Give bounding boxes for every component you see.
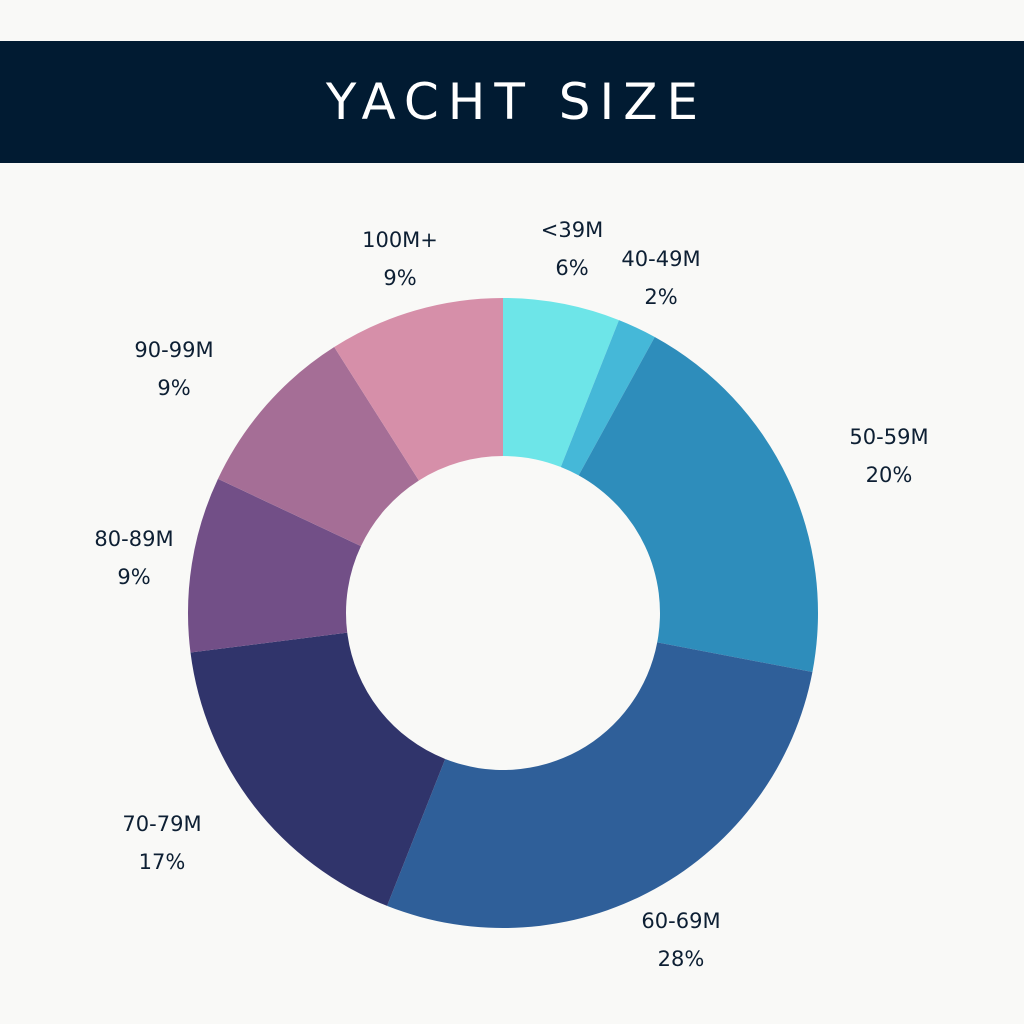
slice-category-label: 90-99M [134, 338, 213, 362]
slice-category-label: 50-59M [849, 425, 928, 449]
chart-title: YACHT SIZE [325, 73, 708, 131]
slice-category-label: 100M+ [362, 228, 438, 252]
donut-slice-7 [334, 298, 503, 481]
slice-category-label: 70-79M [122, 812, 201, 836]
donut-slice-5 [187, 478, 361, 653]
donut-slice-0 [503, 298, 619, 468]
slice-value-label: 17% [139, 850, 186, 874]
title-bar: YACHT SIZE [0, 41, 1024, 163]
donut-slice-3 [387, 642, 813, 928]
slice-category-label: <39M [541, 218, 603, 242]
donut-slice-4 [190, 632, 446, 906]
slice-value-label: 9% [117, 565, 150, 589]
slice-value-label: 2% [644, 285, 677, 309]
slice-value-label: 9% [383, 266, 416, 290]
slice-category-label: 40-49M [621, 247, 700, 271]
donut-slice-1 [560, 320, 655, 476]
slice-category-label: 80-89M [94, 527, 173, 551]
donut-slice-6 [217, 347, 419, 547]
slice-value-label: 9% [157, 376, 190, 400]
donut-slice-2 [578, 336, 818, 673]
slice-value-label: 20% [866, 463, 913, 487]
slice-value-label: 28% [658, 947, 705, 971]
slice-category-label: 60-69M [641, 909, 720, 933]
slice-value-label: 6% [555, 256, 588, 280]
